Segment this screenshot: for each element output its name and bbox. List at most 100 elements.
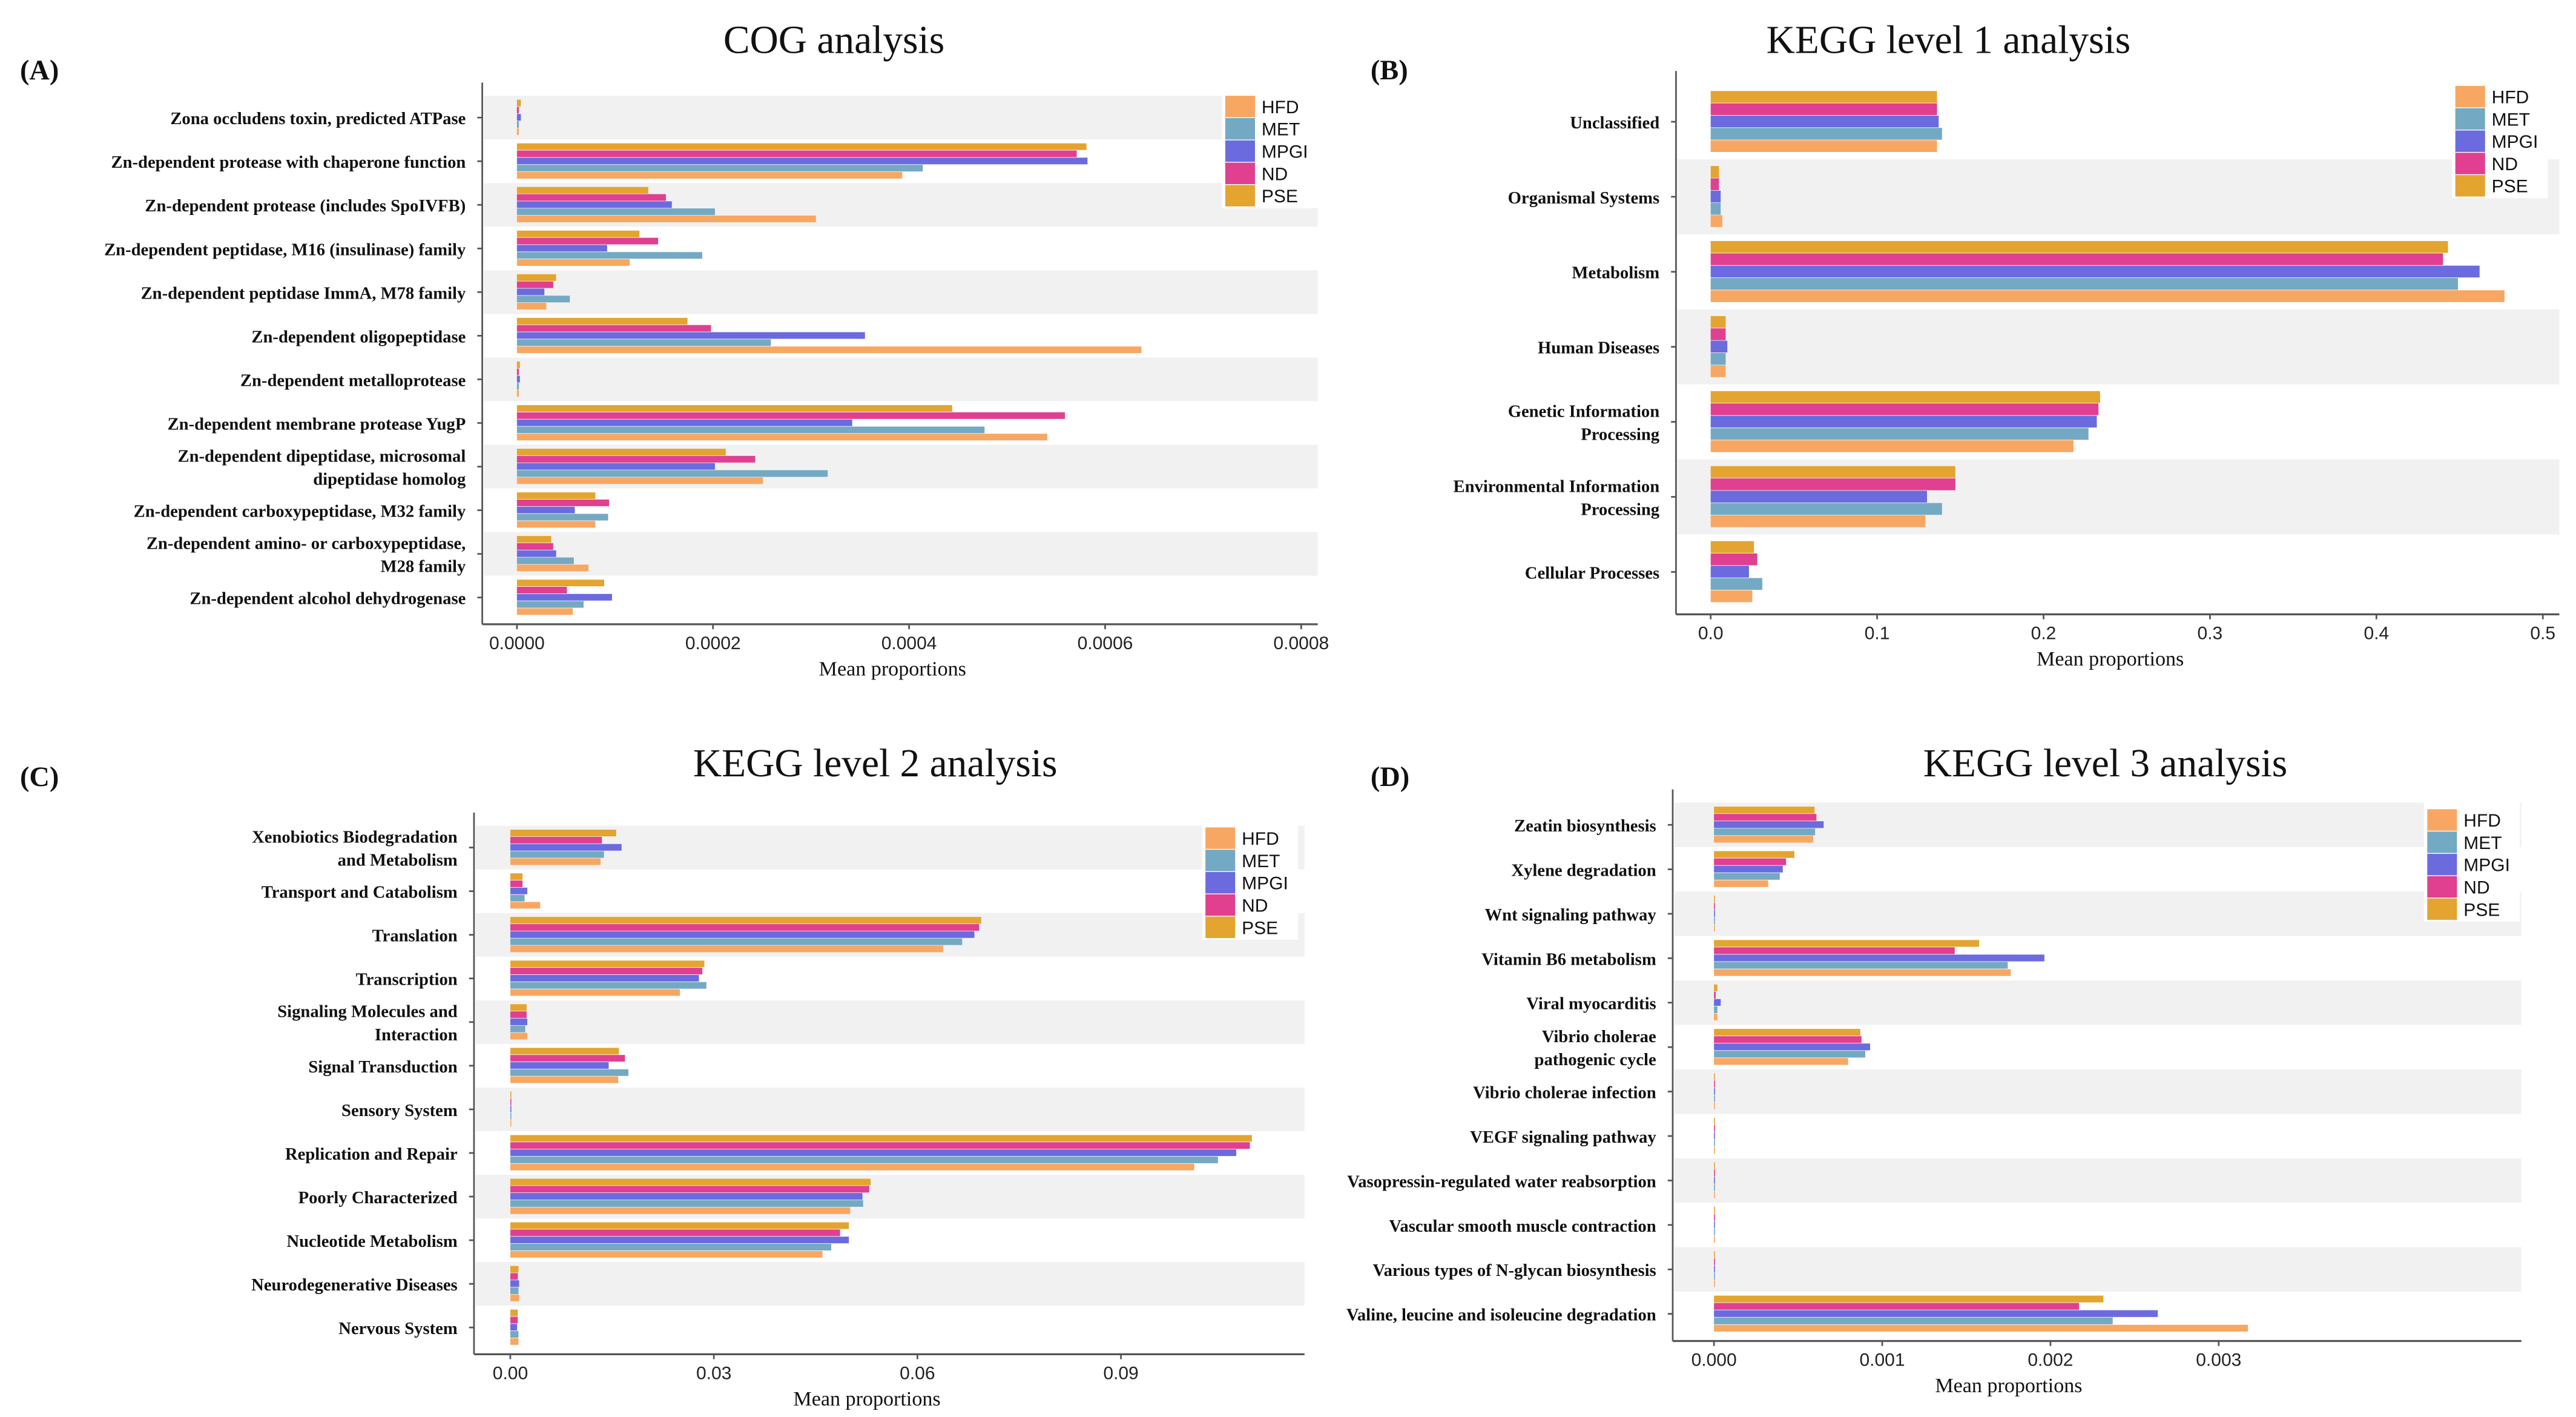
category-label: Zn-dependent metalloprotease xyxy=(240,371,466,390)
bar-hfd xyxy=(516,390,519,397)
bar-mpgi xyxy=(1710,415,2097,428)
bar-met xyxy=(516,514,608,521)
category-label-line: pathogenic cycle xyxy=(1535,1050,1656,1069)
panel-label: (B) xyxy=(1371,55,1408,86)
category-label-line: M28 family xyxy=(381,557,466,576)
bar-nd xyxy=(510,1142,1250,1149)
bar-mpgi xyxy=(1714,1221,1715,1229)
bar-hfd xyxy=(1714,1191,1715,1198)
bar-nd xyxy=(516,412,1066,419)
row-band xyxy=(1678,159,2560,234)
bar-nd xyxy=(1714,1036,1862,1043)
bar-pse xyxy=(1710,91,1937,103)
category-label-line: Transport and Catabolism xyxy=(262,883,458,902)
bar-met xyxy=(510,1112,512,1120)
category-label-line: Nucleotide Metabolism xyxy=(286,1232,457,1251)
category-label: Viral myocarditis xyxy=(1526,994,1656,1014)
legend-swatch-hfd xyxy=(1225,96,1255,117)
bar-mpgi xyxy=(1710,265,2480,278)
bar-pse xyxy=(1710,315,1726,328)
category-label: Valine, leucine and isoleucine degradati… xyxy=(1346,1306,1656,1325)
bar-hfd xyxy=(1710,515,1926,527)
bar-met xyxy=(1710,128,1942,140)
bar-hfd xyxy=(510,1032,527,1040)
bar-hfd xyxy=(510,1163,1194,1171)
bar-met xyxy=(1710,352,1726,365)
category-label: Nervous System xyxy=(338,1319,458,1338)
category-label-line: Replication and Repair xyxy=(285,1144,458,1164)
bar-mpgi xyxy=(1710,566,1749,578)
category-label-line: Zn-dependent amino- or carboxypeptidase, xyxy=(147,533,466,553)
bar-nd xyxy=(1714,1214,1715,1221)
bar-hfd xyxy=(1714,1058,1848,1065)
category-label-line: Various types of N-glycan biosynthesis xyxy=(1373,1261,1656,1280)
bar-met xyxy=(516,296,570,303)
bar-pse xyxy=(1714,1073,1715,1080)
bar-met xyxy=(1714,873,1780,880)
bar-hfd xyxy=(516,171,903,179)
legend-label: PSE xyxy=(1262,187,1298,206)
category-label-line: dipeptidase homolog xyxy=(313,470,466,489)
bar-hfd xyxy=(1710,590,1753,603)
bar-pse xyxy=(1714,807,1815,814)
bar-mpgi xyxy=(1714,1043,1871,1051)
category-label: Zn-dependent protease (includes SpoIVFB) xyxy=(145,196,466,216)
row-band xyxy=(484,96,1318,140)
bar-mpgi xyxy=(516,375,520,383)
bar-hfd xyxy=(1710,140,1937,153)
bar-nd xyxy=(510,968,703,975)
bar-hfd xyxy=(510,1076,619,1083)
category-label-line: Genetic Information xyxy=(1508,401,1660,421)
legend-label: PSE xyxy=(2492,177,2528,197)
bar-mpgi xyxy=(510,1280,519,1287)
bar-met xyxy=(516,426,985,434)
category-label-line: Sensory System xyxy=(341,1101,458,1120)
bar-mpgi xyxy=(1714,1310,2158,1317)
bar-met xyxy=(1710,203,1721,215)
bar-pse xyxy=(1714,1295,2104,1303)
category-label-line: Environmental Information xyxy=(1454,477,1660,496)
bar-pse xyxy=(1714,895,1715,903)
legend-swatch-mpgi xyxy=(1205,872,1236,894)
row-band xyxy=(484,532,1318,576)
bar-mpgi xyxy=(516,201,672,208)
bar-hfd xyxy=(516,128,519,135)
row-band xyxy=(1674,980,2522,1025)
bar-hfd xyxy=(510,902,541,909)
bar-nd xyxy=(516,455,756,463)
bar-mpgi xyxy=(516,157,1088,165)
x-tick-label: 0.0006 xyxy=(1078,633,1133,653)
bar-pse xyxy=(510,1178,871,1186)
bar-hfd xyxy=(516,608,573,615)
bar-hfd xyxy=(1714,880,1768,887)
category-label: Zeatin biosynthesis xyxy=(1514,816,1656,836)
bar-hfd xyxy=(516,521,596,528)
bar-hfd xyxy=(510,1250,823,1258)
bar-nd xyxy=(516,368,519,375)
bar-nd xyxy=(1714,1258,1715,1266)
chart-title: KEGG level 2 analysis xyxy=(693,742,1058,785)
x-tick-label: 0.0002 xyxy=(685,633,741,653)
bar-met xyxy=(510,1243,832,1250)
bar-nd xyxy=(510,1229,840,1237)
bar-pse xyxy=(510,1091,512,1098)
category-label-line: Human Diseases xyxy=(1538,339,1659,358)
x-tick-label: 0.4 xyxy=(2364,623,2389,643)
panel-c: KEGG level 2 analysis (C) Xenobiotics Biod… xyxy=(20,742,1305,1410)
bar-nd xyxy=(510,1098,512,1106)
bar-met xyxy=(510,1331,519,1338)
legend-label: PSE xyxy=(2463,900,2500,920)
x-tick-label: 0.003 xyxy=(2196,1350,2241,1370)
bar-met xyxy=(510,1287,519,1295)
legend-swatch-pse xyxy=(1225,185,1255,206)
category-label-line: Zeatin biosynthesis xyxy=(1514,816,1656,836)
bar-nd xyxy=(1714,858,1787,865)
bar-met xyxy=(1710,578,1762,590)
legend-swatch-mpgi xyxy=(2455,130,2485,152)
bar-nd xyxy=(1710,253,2443,265)
category-label-line: Zn-dependent protease (includes SpoIVFB) xyxy=(145,196,466,216)
